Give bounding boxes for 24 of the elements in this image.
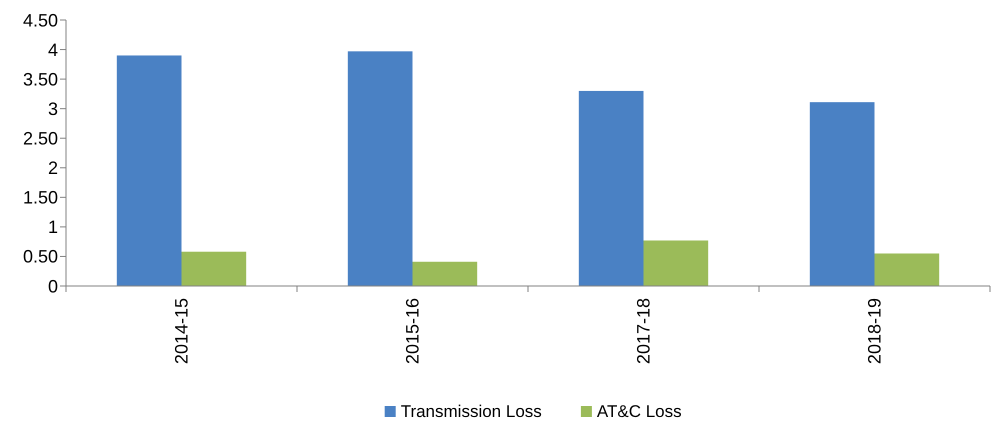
- bar: [578, 90, 644, 286]
- legend-label: Transmission Loss: [400, 402, 542, 421]
- y-tick-label: 0.50: [22, 246, 58, 267]
- legend-label: AT&C Loss: [596, 402, 682, 421]
- bar: [644, 240, 708, 286]
- y-tick-label: 1: [48, 217, 58, 238]
- bar: [810, 102, 874, 286]
- y-tick-label: 4.50: [22, 10, 58, 30]
- bar: [874, 253, 940, 286]
- y-tick-label: 4: [48, 40, 58, 60]
- bar: [348, 51, 412, 286]
- x-tick-label: 2017-18: [634, 298, 654, 364]
- bar: [182, 252, 246, 286]
- y-tick-label: 3.50: [22, 69, 58, 90]
- x-tick-label: 2015-16: [402, 298, 422, 364]
- x-tick-label: 2018-19: [864, 298, 884, 364]
- bar: [116, 55, 182, 286]
- y-tick-label: 3: [48, 98, 58, 119]
- bar: [412, 262, 478, 286]
- y-tick-label: 2: [48, 158, 58, 178]
- y-tick-label: 0: [48, 276, 58, 296]
- x-tick-label: 2014-15: [172, 298, 192, 364]
- y-tick-label: 2.50: [22, 128, 58, 149]
- y-tick-label: 1.50: [22, 188, 58, 208]
